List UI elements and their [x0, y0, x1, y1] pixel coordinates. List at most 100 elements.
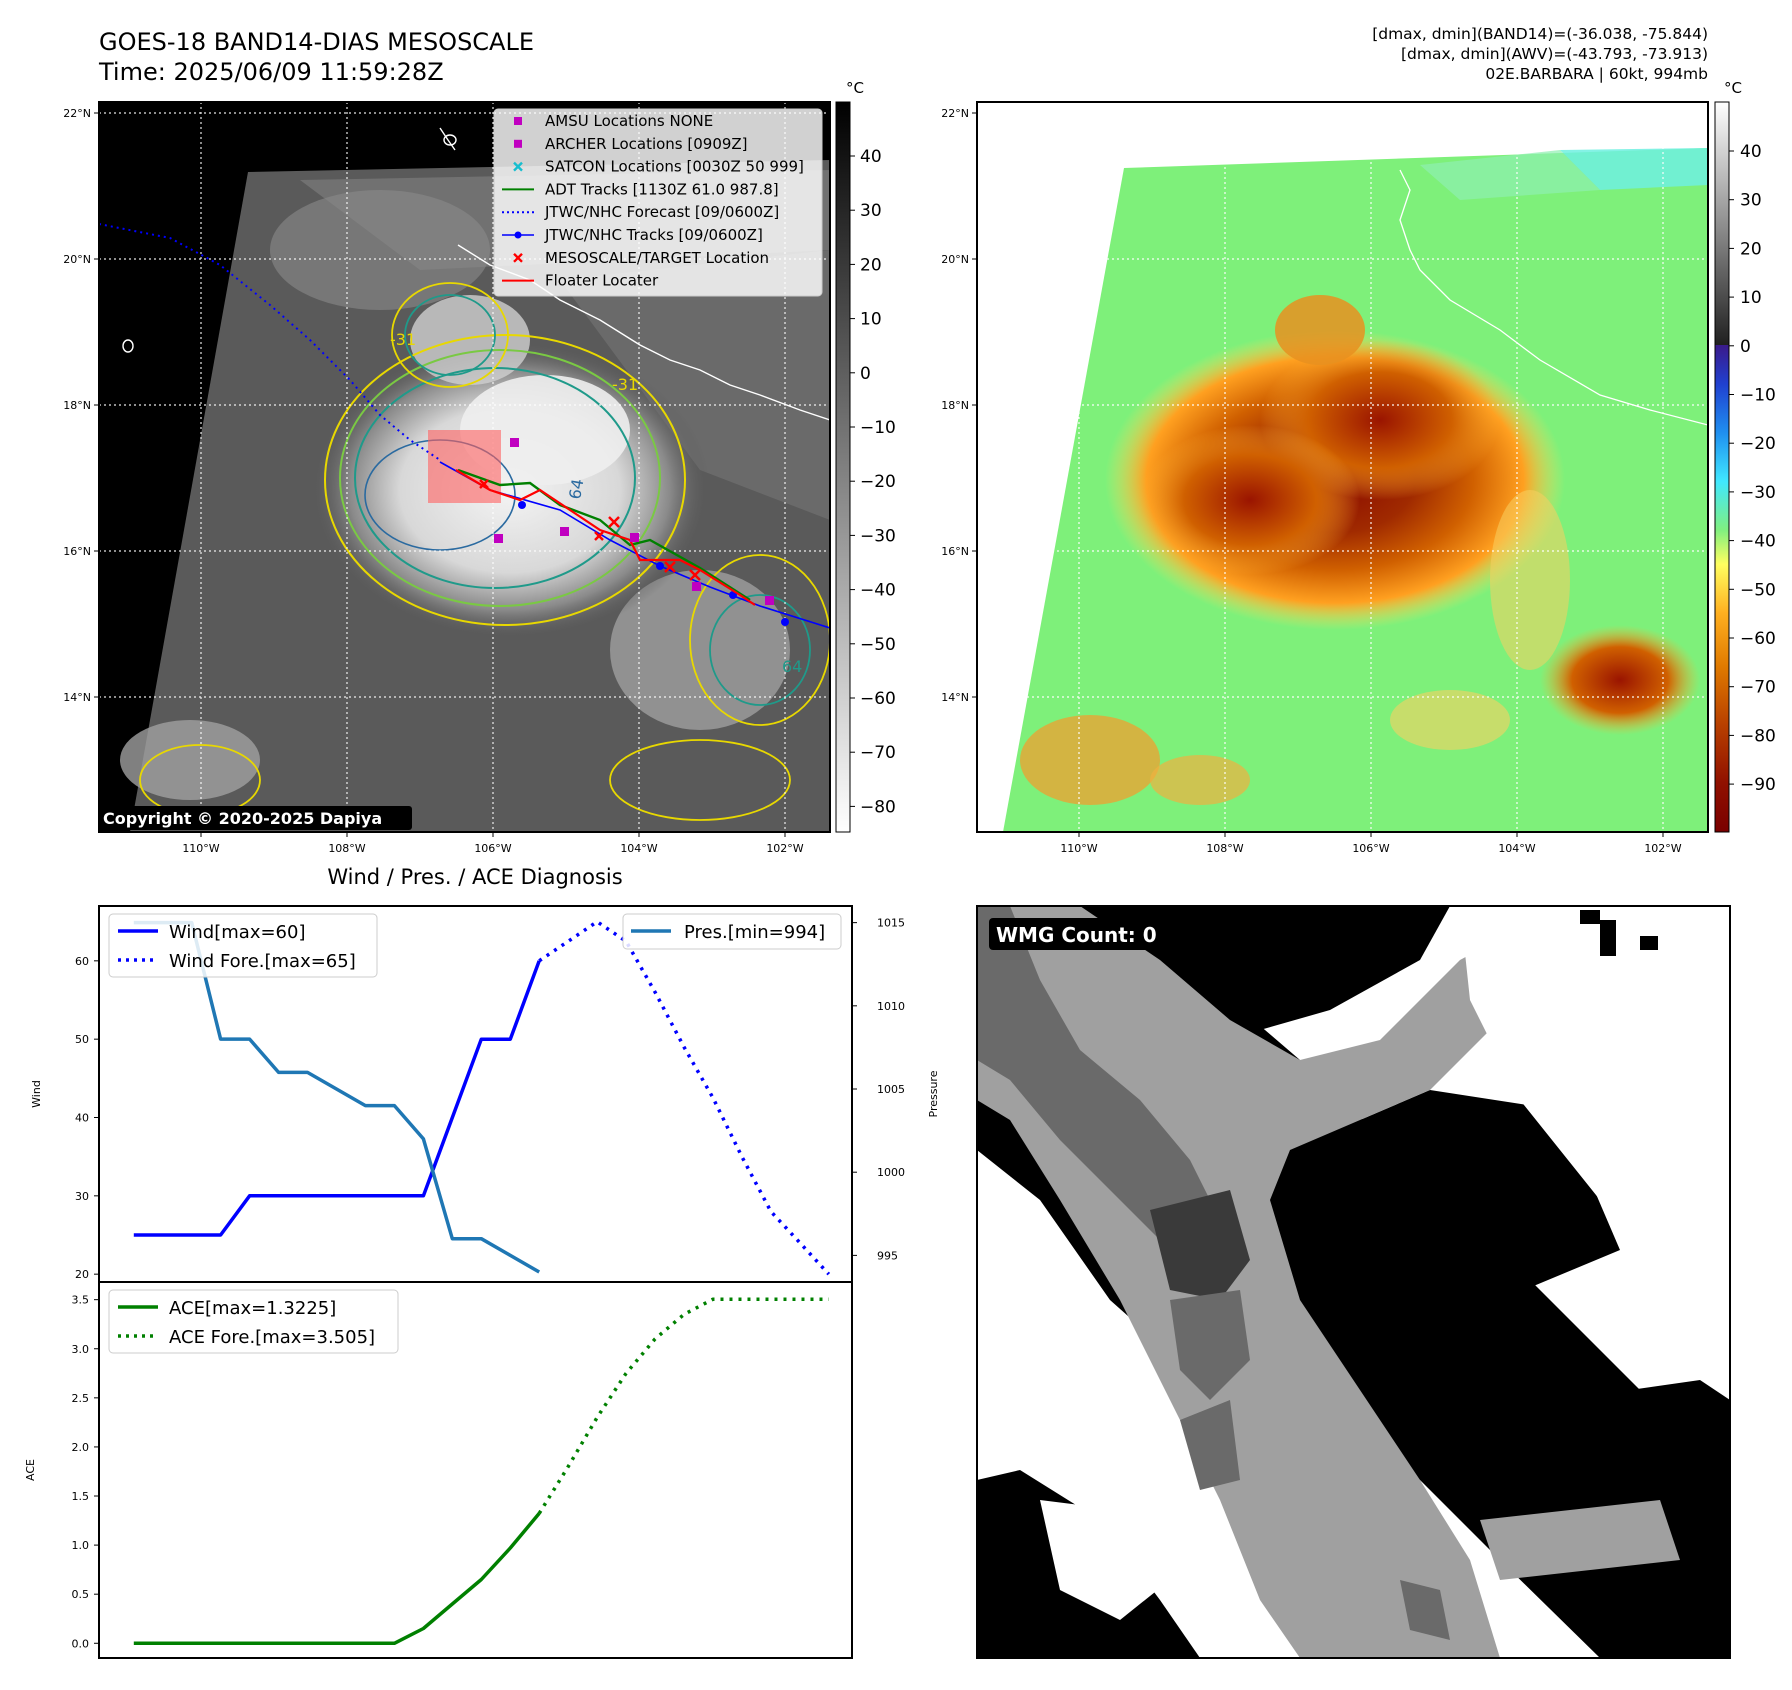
- series-line: [538, 919, 831, 1276]
- legend-item: SATCON Locations [0030Z 50 999]: [513, 158, 804, 176]
- legend-label: JTWC/NHC Forecast [09/0600Z]: [544, 203, 779, 221]
- colorbar-tick: −90: [1740, 775, 1776, 795]
- legend-item: ADT Tracks [1130Z 61.0 987.8]: [502, 180, 779, 198]
- legend-item: ARCHER Locations [0909Z]: [514, 135, 748, 153]
- coastline-color: [1399, 169, 1708, 426]
- lat-label: 16°N: [941, 545, 969, 558]
- lon-label: 102°W: [1644, 842, 1681, 855]
- legend-ace: ACE[max=1.3225]: [169, 1298, 336, 1319]
- wind-tick: 50: [75, 1033, 89, 1046]
- ace-tick: 1.5: [72, 1490, 90, 1503]
- colorbar-tick: 30: [1740, 191, 1762, 211]
- map2-frame: [976, 101, 1709, 833]
- lat-label: 22°N: [63, 107, 91, 120]
- lat-label: 14°N: [63, 691, 91, 704]
- legend-item: Floater Locater: [502, 272, 659, 290]
- wind-tick: 30: [75, 1190, 89, 1203]
- colorbar-tick: −20: [860, 472, 896, 492]
- lon-label: 108°W: [1206, 842, 1243, 855]
- colorbar-tick: 30: [860, 201, 882, 221]
- pressure-legend: Pres.[min=994]: [622, 913, 842, 950]
- pressure-tick: 1015: [877, 917, 905, 930]
- legend-wind: Wind[max=60]: [169, 922, 306, 943]
- ace-tick: 0.5: [72, 1588, 90, 1601]
- legend-square-icon: [514, 139, 522, 148]
- ace-tick: 3.0: [72, 1343, 90, 1356]
- color-map-panel: 22°N 20°N 18°N 16°N 14°N 110°W 108°W 106°W 104°…: [941, 101, 1709, 855]
- legend-x-icon: [513, 161, 523, 172]
- wmg-darkgray-region: [1150, 1190, 1250, 1300]
- colorbar-tick: −10: [860, 418, 896, 438]
- colorbar-tick: −80: [860, 797, 896, 817]
- contour-label: 64: [782, 657, 802, 676]
- colorbar-tick: 40: [860, 147, 882, 167]
- map2-lon-labels: 110°W 108°W 106°W 104°W 102°W: [1060, 832, 1682, 855]
- wind-tick: 40: [75, 1112, 89, 1125]
- legend-item: JTWC/NHC Tracks [09/0600Z]: [502, 226, 763, 244]
- lon-label: 108°W: [328, 842, 365, 855]
- colorbar-tick: −30: [1740, 483, 1776, 503]
- colorbar-tick: 40: [1740, 142, 1762, 162]
- forecast-track: [99, 223, 441, 461]
- colorbar-color-top: [1715, 102, 1729, 345]
- lon-label: 104°W: [1498, 842, 1535, 855]
- contour-label: -31: [612, 375, 638, 394]
- colorbar-tick: −70: [1740, 678, 1776, 698]
- wind-legend: Wind[max=60] Wind Fore.[max=65]: [108, 913, 378, 978]
- ace-tick: 2.5: [72, 1392, 90, 1405]
- colorbar-tick: 20: [860, 255, 882, 275]
- map-legend: AMSU Locations NONE ARCHER Locations [090…: [493, 108, 823, 297]
- pressure-tick: 1010: [877, 1000, 905, 1013]
- colorbar-color-bottom: [1715, 345, 1729, 832]
- island: [122, 339, 134, 353]
- lat-label: 18°N: [63, 399, 91, 412]
- stats-awv: [dmax, dmin](AWV)=(-43.793, -73.913): [1401, 45, 1708, 63]
- copyright-box: [99, 806, 412, 830]
- lon-label: 110°W: [182, 842, 219, 855]
- wmg-lightgray-region: [977, 906, 1610, 1658]
- colorbar-gray: °C 40 30 20 10 0 −10 −20 −30 −40 −50 −60 −70 −80: [835, 79, 896, 833]
- colorbar-tick: −40: [1740, 532, 1776, 552]
- map1-lat-labels: 22°N 20°N 18°N 16°N 14°N: [63, 107, 99, 704]
- colorbar-tick: 10: [860, 310, 882, 330]
- legend-label: SATCON Locations [0030Z 50 999]: [545, 158, 804, 176]
- lat-label: 22°N: [941, 107, 969, 120]
- legend-item: AMSU Locations NONE: [514, 112, 713, 130]
- legend-square-icon: [514, 117, 522, 125]
- ace-tick: 3.5: [72, 1294, 90, 1307]
- target-markers: [479, 479, 701, 581]
- series-line: [133, 1512, 541, 1646]
- lat-label: 20°N: [941, 253, 969, 266]
- legend-label: Floater Locater: [545, 272, 659, 290]
- lon-label: 104°W: [620, 842, 657, 855]
- lon-label: 110°W: [1060, 842, 1097, 855]
- pressure-tick: 1005: [877, 1083, 905, 1096]
- ir-map-panel: -31 -31 64 64 Copyright © 2020-2025 Dapi…: [63, 101, 831, 855]
- archer-marker: [510, 438, 519, 447]
- colorbar-tick: −40: [860, 581, 896, 601]
- diagnosis-panel: Wind / Pres. / ACE Diagnosis Wind Pressu…: [24, 865, 940, 1659]
- colorbar-tick: −80: [1740, 726, 1776, 746]
- lat-label: 16°N: [63, 545, 91, 558]
- map1-lon-labels: 110°W 108°W 106°W 104°W 102°W: [182, 832, 804, 855]
- map1-frame: [98, 101, 831, 833]
- legend-item: JTWC/NHC Forecast [09/0600Z]: [502, 203, 779, 221]
- storm-info: 02E.BARBARA | 60kt, 994mb: [1485, 65, 1708, 83]
- contour-label: 64: [565, 477, 587, 500]
- colorbar-tick: −50: [1740, 580, 1776, 600]
- mesoscale-target-box: [428, 430, 501, 503]
- lat-label: 18°N: [941, 399, 969, 412]
- colorbar-color: °C 40 30 20 10 0 −10 −20 −30 −40 −50 −60 −70 −80 −90: [1714, 79, 1776, 833]
- colorbar-tick: −70: [860, 743, 896, 763]
- series-line: [133, 960, 541, 1237]
- ace-tick: 2.0: [72, 1441, 90, 1454]
- map2-lat-labels: 22°N 20°N 18°N 16°N 14°N: [941, 107, 977, 704]
- legend-item: MESOSCALE/TARGET Location: [513, 249, 769, 267]
- stats-band14: [dmax, dmin](BAND14)=(-36.038, -75.844): [1372, 25, 1708, 43]
- figure-title: GOES-18 BAND14-DIAS MESOSCALE: [99, 28, 534, 56]
- figure-time: Time: 2025/06/09 11:59:28Z: [98, 58, 444, 86]
- lon-label: 102°W: [766, 842, 803, 855]
- contour-label: -31: [390, 330, 416, 349]
- colorbar-gray-unit: °C: [846, 79, 864, 97]
- colorbar-tick: −60: [1740, 629, 1776, 649]
